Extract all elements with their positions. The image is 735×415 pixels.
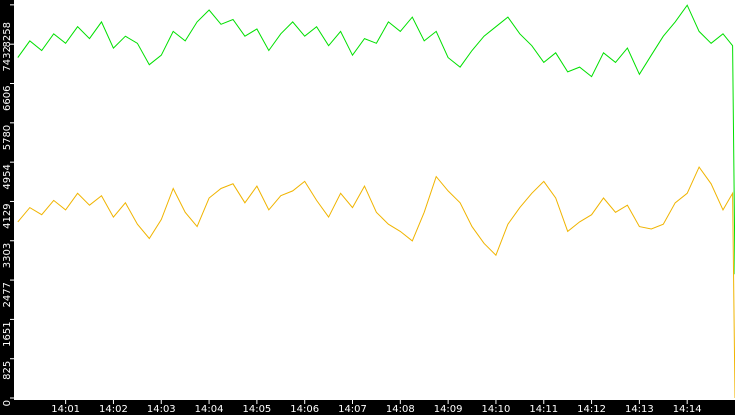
y-tick-label: 4129 [2,203,13,228]
x-tick-label: 14:14 [673,404,702,415]
y-tick-label: 825 [2,361,13,380]
y-tick-label: 5780 [2,125,13,150]
x-tick-label: 14:12 [577,404,606,415]
y-axis-strip [0,0,14,415]
y-tick-label: 1651 [2,321,13,346]
x-tick-label: 14:02 [99,404,128,415]
x-tick-label: 14:10 [482,404,511,415]
x-tick-label: 14:09 [434,404,463,415]
x-axis-strip [0,400,735,415]
x-tick-label: 14:05 [242,404,271,415]
y-tick-label: 4954 [2,164,13,189]
y-tick-label: 8258 [2,22,13,47]
y-tick-label: 3303 [2,243,13,268]
x-tick-label: 14:03 [147,404,176,415]
y-tick-label: 7432 [2,46,13,71]
x-tick-label: 14:04 [195,404,224,415]
x-tick-label: 14:06 [290,404,319,415]
series-line [17,4,735,275]
x-tick-label: 14:13 [625,404,654,415]
series-line [17,166,735,399]
x-tick-label: 14:08 [386,404,415,415]
x-tick-label: 14:07 [338,404,367,415]
x-tick-label: 14:01 [51,404,80,415]
y-tick-label: 6606 [2,86,13,111]
x-tick-label: 14:11 [529,404,558,415]
y-tick-label: 0 [2,400,13,406]
y-tick-label: 2477 [2,282,13,307]
